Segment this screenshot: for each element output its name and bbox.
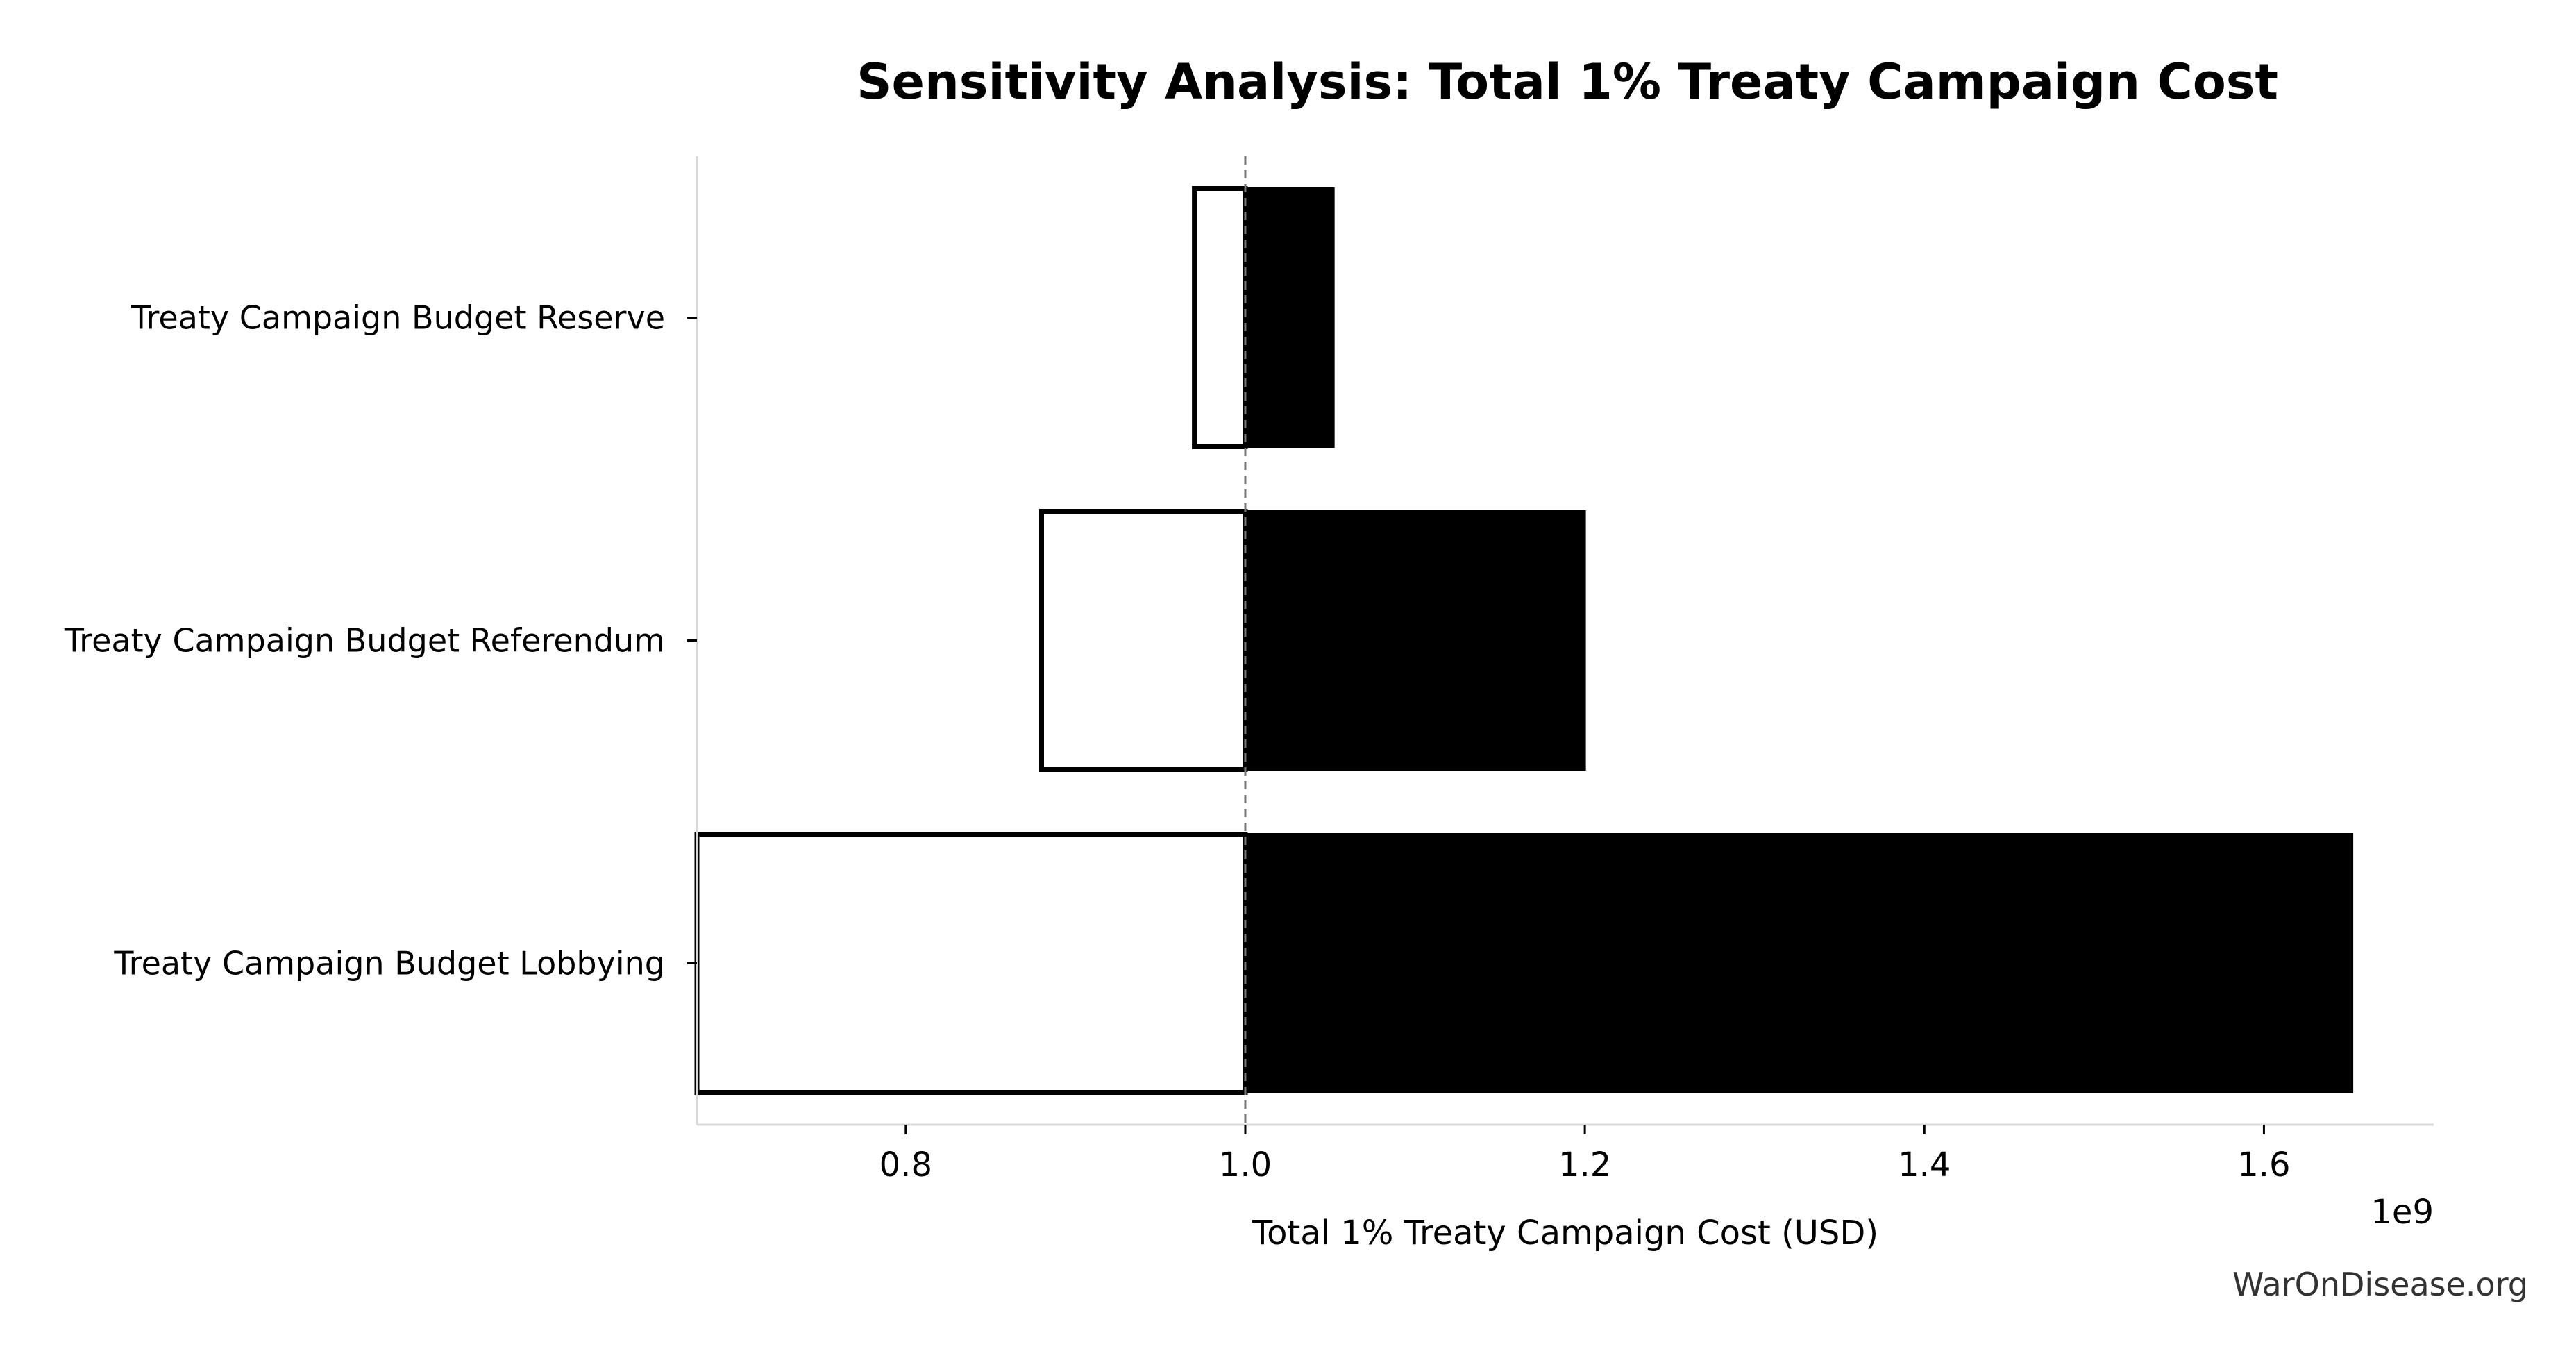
bar-low-treaty-campaign-budget-referendum xyxy=(1038,509,1248,772)
bar-low-treaty-campaign-budget-lobbying xyxy=(694,832,1248,1095)
x-ticks-group: 0.8 1.0 1.2 1.4 1.6 xyxy=(879,1125,2291,1184)
chart-title: Sensitivity Analysis: Total 1% Treaty Ca… xyxy=(857,53,2278,110)
bar-low-treaty-campaign-budget-reserve xyxy=(1192,186,1248,449)
category-label-treaty-campaign-budget-lobbying: Treaty Campaign Budget Lobbying xyxy=(113,945,665,982)
category-label-treaty-campaign-budget-reserve: Treaty Campaign Budget Reserve xyxy=(131,299,665,337)
x-tick-label: 1.2 xyxy=(1558,1146,1611,1184)
category-label-treaty-campaign-budget-referendum: Treaty Campaign Budget Referendum xyxy=(64,622,665,660)
x-tick-label: 1.6 xyxy=(2237,1146,2290,1184)
bars-group xyxy=(694,186,2354,1095)
watermark: WarOnDisease.org xyxy=(2232,1266,2528,1303)
x-axis-label: Total 1% Treaty Campaign Cost (USD) xyxy=(1252,1214,1878,1252)
x-tick-label: 1.4 xyxy=(1898,1146,1951,1184)
bar-high-treaty-campaign-budget-lobbying xyxy=(1244,833,2354,1093)
bar-high-treaty-campaign-budget-referendum xyxy=(1244,510,1586,771)
x-tick-label: 1.0 xyxy=(1219,1146,1272,1184)
x-tick-label: 0.8 xyxy=(879,1146,932,1184)
y-ticks-group: Treaty Campaign Budget Reserve Treaty Cam… xyxy=(64,299,697,982)
bar-high-treaty-campaign-budget-reserve xyxy=(1244,187,1335,448)
x-axis-offset-label: 1e9 xyxy=(2371,1193,2434,1232)
